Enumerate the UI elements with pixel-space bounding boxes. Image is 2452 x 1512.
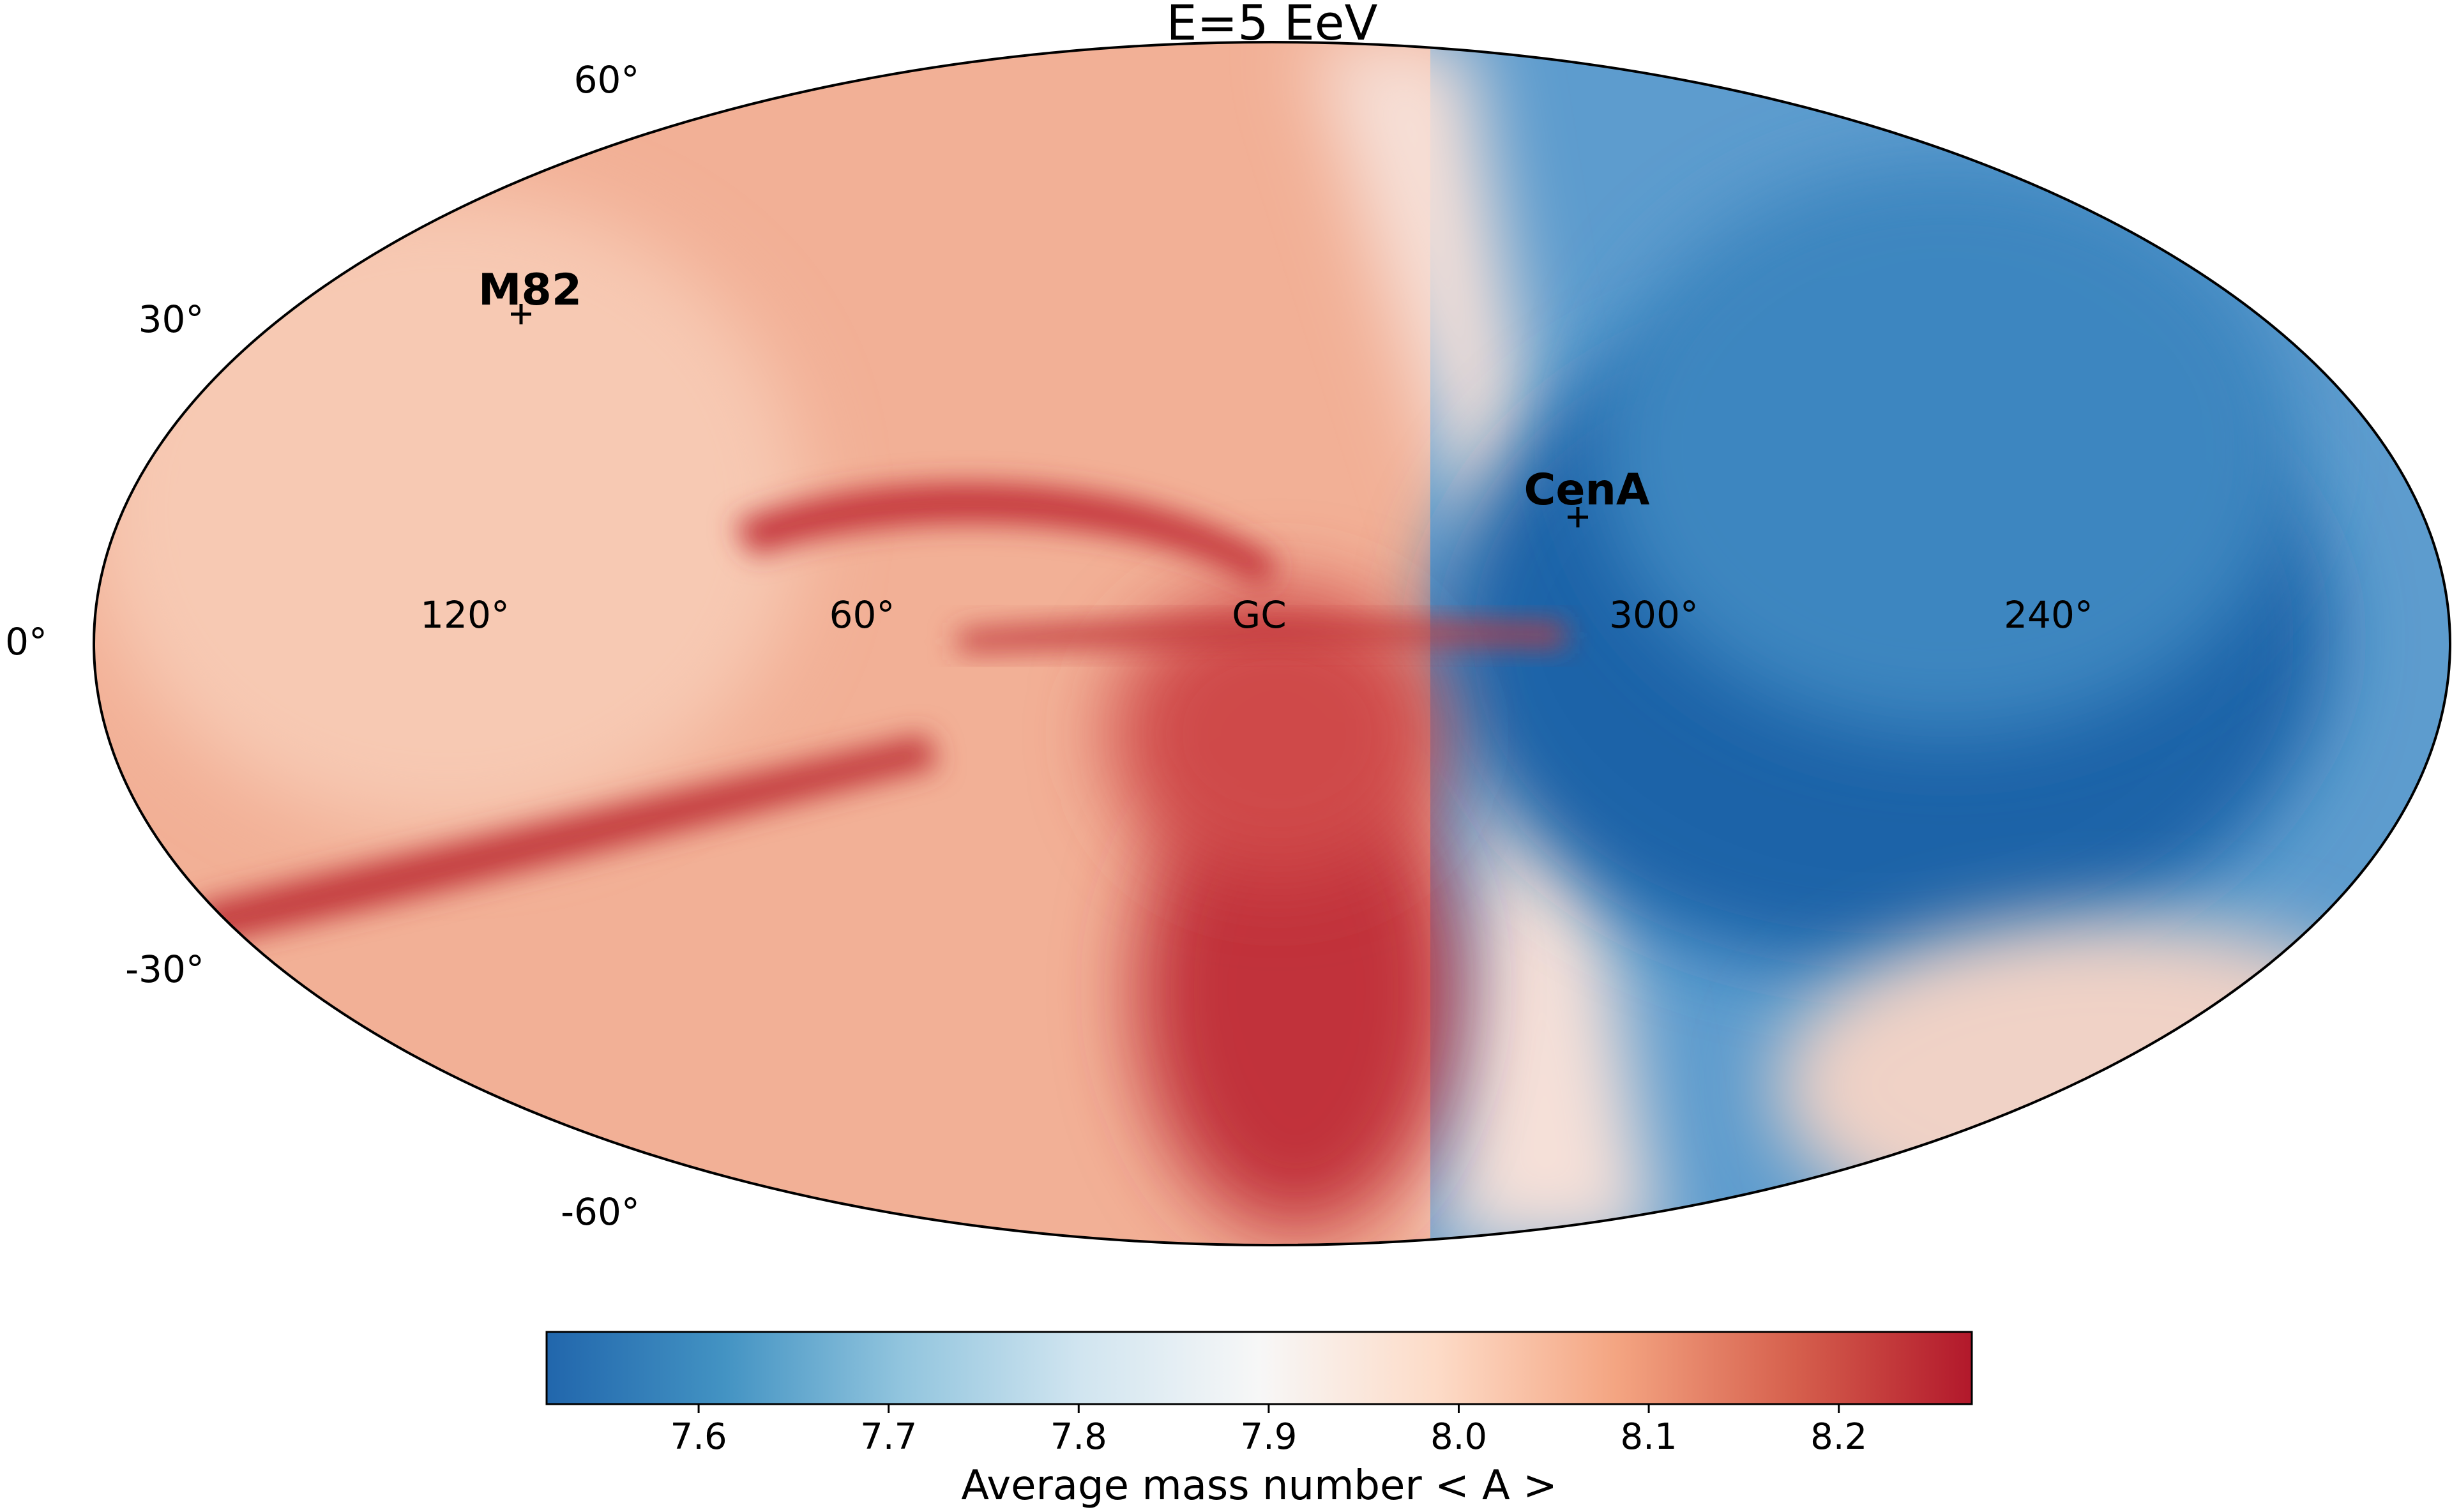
heatmap-red-center xyxy=(1111,587,1443,881)
lat-label-0: 0° xyxy=(5,620,47,663)
lon-label-300: 300° xyxy=(1609,593,1699,637)
lat-label-30: 30° xyxy=(139,298,204,341)
colorbar-tick-label: 7.8 xyxy=(1050,1416,1107,1458)
colorbar-tick-label: 8.0 xyxy=(1430,1416,1487,1458)
colorbar-tick-label: 8.1 xyxy=(1621,1416,1677,1458)
heatmap-red-filament-south xyxy=(192,734,939,945)
lon-label-gc: GC xyxy=(1232,593,1286,637)
colorbar-tick-label: 8.2 xyxy=(1810,1416,1867,1458)
source-markers: M82 CenA xyxy=(478,265,1650,527)
colorbar-label: Average mass number < A > xyxy=(961,1462,1557,1509)
colorbar-frame xyxy=(545,1331,1973,1405)
colorbar-tick-label: 7.7 xyxy=(860,1416,917,1458)
longitude-labels: 120° 60° GC 300° 240° xyxy=(420,593,2093,637)
skymap-outline xyxy=(93,41,2451,1246)
colorbar-ticks: 7.6 7.7 7.8 7.9 8.0 8.1 8.2 xyxy=(670,1404,1867,1458)
lat-label-minus-30: -30° xyxy=(125,948,204,991)
colorbar-tick-label: 7.6 xyxy=(670,1416,727,1458)
lon-label-120: 120° xyxy=(420,593,510,637)
colorbar-fill xyxy=(547,1332,1972,1404)
source-marker-cena xyxy=(1568,507,1588,527)
source-marker-m82 xyxy=(511,304,531,324)
heatmap-red-band-equator xyxy=(958,620,1564,651)
heatmap-blue-outer xyxy=(1596,160,2299,734)
heatmap-red-filament-north xyxy=(734,483,1277,587)
latitude-labels: 60° 30° 0° -30° -60° xyxy=(5,58,640,1234)
lon-label-60: 60° xyxy=(829,593,895,637)
colorbar-tick-label: 7.9 xyxy=(1240,1416,1297,1458)
source-label-m82: M82 xyxy=(478,265,582,315)
colorbar: 7.6 7.7 7.8 7.9 8.0 8.1 8.2 Average mass numbe… xyxy=(545,1331,1973,1509)
lat-label-60: 60° xyxy=(574,58,640,102)
heatmap-pale-south-west xyxy=(1775,919,2439,1245)
heatmap-transition-zone xyxy=(1309,42,1660,1245)
lat-label-minus-60: -60° xyxy=(561,1190,640,1234)
lon-label-240: 240° xyxy=(2004,593,2093,637)
heatmap-pale-north-edge xyxy=(94,192,805,830)
source-label-cena: CenA xyxy=(1524,465,1649,515)
skymap-heatmap xyxy=(94,42,2450,1245)
